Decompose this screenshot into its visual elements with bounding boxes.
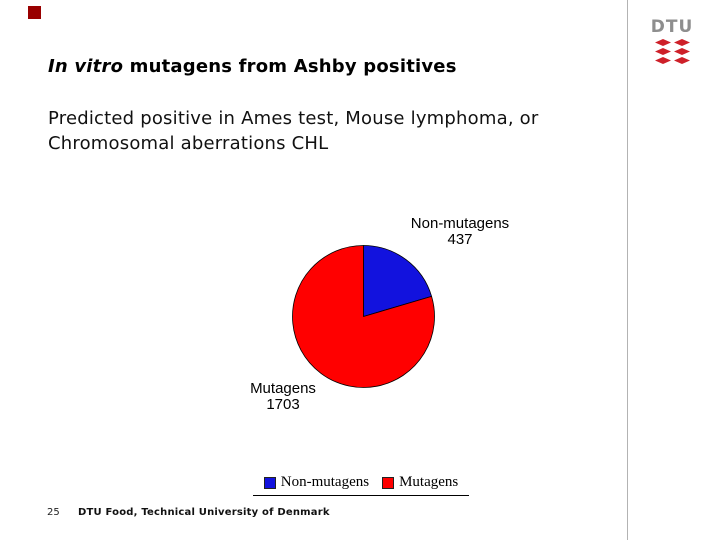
accent-square xyxy=(28,6,41,19)
pie-value-non-mutagens: 437 xyxy=(447,231,473,248)
chart-legend: Non-mutagens Mutagens xyxy=(253,474,469,496)
subtitle: Predicted positive in Ames test, Mouse l… xyxy=(48,106,539,156)
pie-chart xyxy=(292,245,435,388)
legend-label-mutagens: Mutagens xyxy=(399,474,459,490)
pie-value-mutagens: 1703 xyxy=(266,396,300,413)
pie-callout-non-mutagens: Non-mutagens 437 xyxy=(385,216,535,248)
vertical-divider xyxy=(627,0,628,540)
legend-swatch-non-mutagens xyxy=(263,476,276,489)
title-rest: mutagens from Ashby positives xyxy=(123,56,457,77)
subtitle-line-2: Chromosomal aberrations CHL xyxy=(48,133,329,154)
pie-chart-container xyxy=(291,244,436,389)
dtu-logo-icon xyxy=(654,39,690,64)
title-italic-part: In vitro xyxy=(48,56,124,77)
legend-swatch-mutagens xyxy=(382,476,395,489)
pie-callout-mutagens: Mutagens 1703 xyxy=(208,381,358,413)
pie-label-mutagens: Mutagens xyxy=(250,380,316,397)
pie-slice-non-mutagens xyxy=(363,245,433,318)
legend-item-mutagens: Mutagens xyxy=(382,474,458,491)
dtu-logo-text: DTU xyxy=(650,17,694,37)
pie-slice-mutagens xyxy=(292,245,435,388)
legend-item-non-mutagens: Non-mutagens xyxy=(263,474,370,491)
legend-label-non-mutagens: Non-mutagens xyxy=(280,474,370,490)
subtitle-line-1: Predicted positive in Ames test, Mouse l… xyxy=(48,108,539,129)
footer-text: DTU Food, Technical University of Denmar… xyxy=(78,507,330,518)
dtu-logo: DTU xyxy=(650,18,694,68)
page-title: In vitro mutagens from Ashby positives xyxy=(48,56,457,77)
page-number: 25 xyxy=(47,507,60,518)
pie-label-non-mutagens: Non-mutagens xyxy=(410,215,510,232)
